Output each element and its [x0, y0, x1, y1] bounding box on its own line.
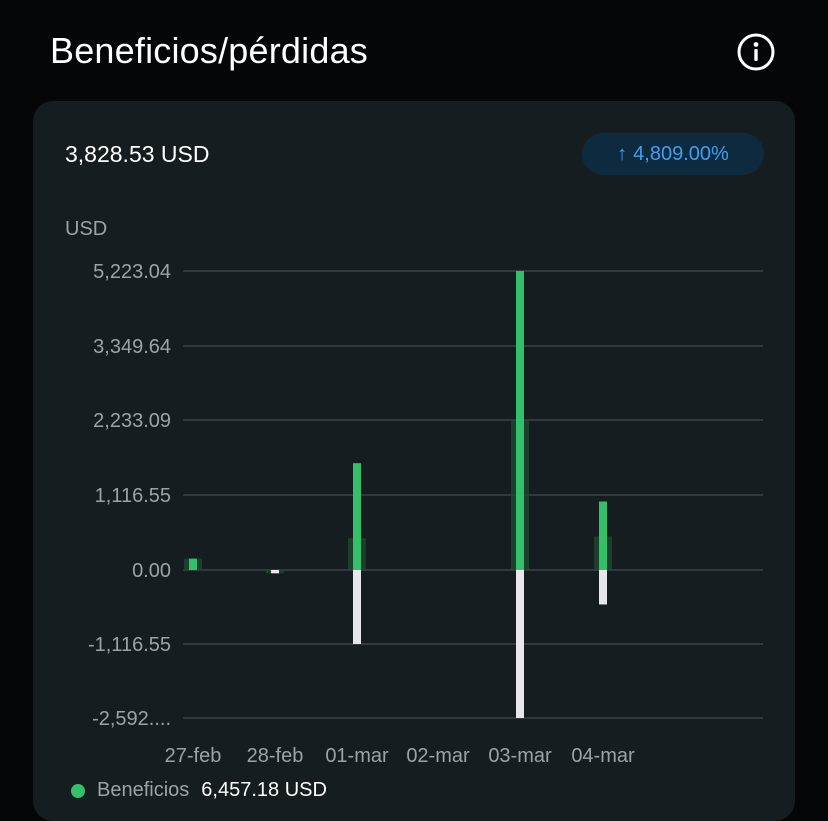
legend-label: Beneficios: [97, 779, 190, 801]
legend-value: 6,457.18 USD: [201, 779, 327, 801]
x-tick-label: 02-mar: [406, 745, 470, 767]
x-tick-label: 27-feb: [165, 745, 222, 767]
loss-bar[interactable]: [599, 570, 607, 605]
x-tick-label: 01-mar: [325, 745, 389, 767]
chart-legend: Beneficios 6,457.18 USD: [71, 779, 327, 802]
y-tick-label: -1,116.55: [88, 634, 171, 656]
loss-bar[interactable]: [516, 570, 524, 718]
x-tick-label: 03-mar: [488, 745, 552, 767]
y-tick-label: 1,116.55: [95, 485, 171, 507]
total-pnl: 3,828.53 USD: [65, 141, 210, 167]
y-axis-unit: USD: [65, 218, 108, 240]
profit-bar[interactable]: [353, 463, 361, 570]
profit-bar[interactable]: [516, 271, 524, 570]
x-tick-label: 28-feb: [247, 745, 304, 767]
y-tick-label: 5,223.04: [93, 261, 171, 283]
page-title: Beneficios/pérdidas: [50, 30, 368, 71]
change-badge: ↑ 4,809.00%: [582, 133, 764, 175]
profit-bar[interactable]: [599, 501, 607, 570]
pnl-card: 3,828.53 USD ↑ 4,809.00% USD 5,223.04 3,3…: [33, 101, 795, 821]
arrow-up-icon: ↑: [617, 142, 628, 165]
y-tick-label: 3,349.64: [93, 336, 171, 358]
info-icon: [737, 33, 775, 71]
loss-bar[interactable]: [353, 570, 361, 644]
y-tick-label: -2,592....: [92, 708, 171, 730]
loss-bar[interactable]: [271, 570, 279, 574]
legend-dot: [71, 783, 85, 798]
page-header: Beneficios/pérdidas: [0, 0, 828, 100]
pnl-bar-chart: 5,223.04 3,349.64 2,233.09 1,116.55 0.00 -1,1…: [88, 261, 763, 767]
change-percent: 4,809.00%: [633, 142, 729, 165]
x-tick-label: 04-mar: [571, 745, 635, 767]
y-tick-label: 0.00: [132, 560, 171, 582]
info-button[interactable]: [736, 32, 776, 72]
y-tick-label: 2,233.09: [93, 410, 171, 432]
profit-bar[interactable]: [189, 558, 197, 570]
